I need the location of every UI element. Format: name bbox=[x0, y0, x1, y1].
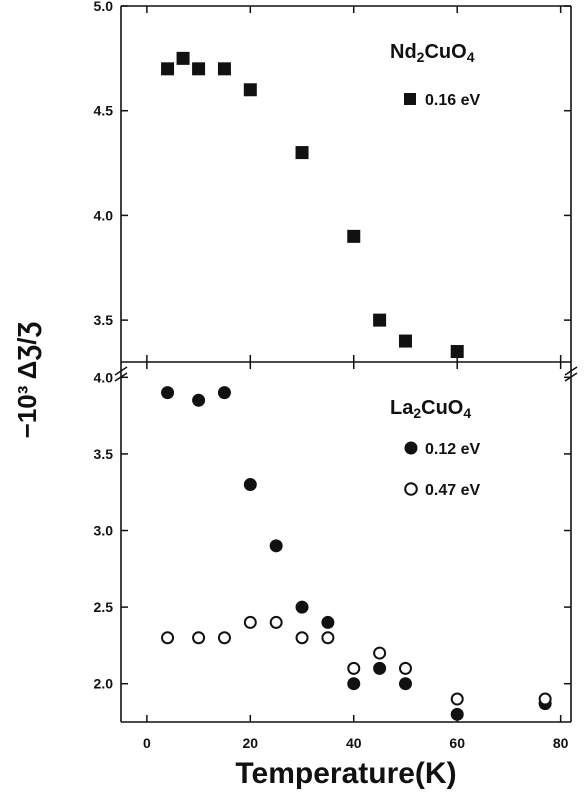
data-point-open-circle bbox=[161, 631, 175, 645]
legend-bottom: 0.12 eV 0.47 eV bbox=[404, 441, 480, 499]
data-point-square bbox=[176, 51, 190, 65]
data-point-open-circle bbox=[347, 661, 361, 675]
data-point-filled-circle bbox=[295, 600, 309, 614]
y-tick-label: 4.5 bbox=[94, 103, 114, 119]
x-tick-label: 80 bbox=[553, 735, 569, 751]
data-point-filled-circle bbox=[192, 393, 206, 407]
data-point-filled-circle bbox=[217, 386, 231, 400]
data-point-square bbox=[243, 83, 257, 97]
data-point-filled-circle bbox=[373, 661, 387, 675]
data-point-open-circle bbox=[398, 661, 412, 675]
y-tick-label: 3.5 bbox=[94, 446, 114, 462]
y-tick-label: 3.5 bbox=[94, 312, 114, 328]
x-tick-label: 0 bbox=[143, 735, 151, 751]
data-point-square bbox=[295, 146, 309, 160]
data-point-square bbox=[347, 229, 361, 243]
data-point-square bbox=[161, 62, 175, 76]
x-tick-label: 20 bbox=[243, 735, 259, 751]
data-point-filled-circle bbox=[347, 677, 361, 691]
legend-marker-open-circle bbox=[404, 482, 418, 496]
data-point-open-circle bbox=[450, 692, 464, 706]
y-tick-label: 5.0 bbox=[94, 0, 114, 14]
data-marks bbox=[161, 51, 552, 721]
data-point-square bbox=[398, 334, 412, 348]
data-point-open-circle bbox=[538, 692, 552, 706]
y-tick-label: 2.0 bbox=[94, 676, 114, 692]
x-tick-label: 40 bbox=[346, 735, 362, 751]
data-point-open-circle bbox=[321, 631, 335, 645]
tick-labels: 0 20 40 60 80 3.5 4.0 4.5 5.0 2.0 2.5 3.0 3.5 4.0 bbox=[94, 0, 569, 751]
data-point-filled-circle bbox=[450, 707, 464, 721]
data-point-filled-circle bbox=[321, 615, 335, 629]
data-point-open-circle bbox=[217, 631, 231, 645]
y-tick-label: 3.0 bbox=[94, 523, 114, 539]
y-tick-label: 4.0 bbox=[94, 369, 114, 385]
legend-label-0-12-ev: 0.12 eV bbox=[425, 441, 480, 458]
y-tick-label: 4.0 bbox=[94, 207, 114, 223]
legend-marker-filled-circle bbox=[404, 441, 418, 455]
ticks bbox=[121, 5, 571, 722]
legend-label-0-47-ev: 0.47 eV bbox=[425, 482, 480, 499]
legend-marker-filled-square bbox=[404, 93, 416, 105]
data-point-open-circle bbox=[373, 646, 387, 660]
data-point-open-circle bbox=[192, 631, 206, 645]
legend-label-0-16-ev: 0.16 eV bbox=[425, 92, 480, 109]
x-axis-label: Temperature(K) bbox=[235, 757, 456, 790]
data-point-open-circle bbox=[243, 615, 257, 629]
data-point-square bbox=[217, 62, 231, 76]
data-point-filled-circle bbox=[269, 539, 283, 553]
y-axis-label: −10³ ΔƷ/Ʒ bbox=[12, 322, 42, 439]
y-tick-label: 2.5 bbox=[94, 599, 114, 615]
data-point-filled-circle bbox=[243, 478, 257, 492]
data-point-open-circle bbox=[269, 615, 283, 629]
compound-label-bottom: La2CuO4 bbox=[390, 397, 471, 421]
legend-top: 0.16 eV bbox=[404, 92, 480, 109]
compound-label-top: Nd2CuO4 bbox=[390, 41, 475, 65]
data-point-open-circle bbox=[295, 631, 309, 645]
x-tick-label: 60 bbox=[449, 735, 465, 751]
data-point-filled-circle bbox=[398, 677, 412, 691]
data-point-square bbox=[373, 313, 387, 327]
data-point-square bbox=[450, 345, 464, 359]
axes-frame bbox=[120, 5, 572, 723]
data-point-square bbox=[192, 62, 206, 76]
data-point-filled-circle bbox=[161, 386, 175, 400]
